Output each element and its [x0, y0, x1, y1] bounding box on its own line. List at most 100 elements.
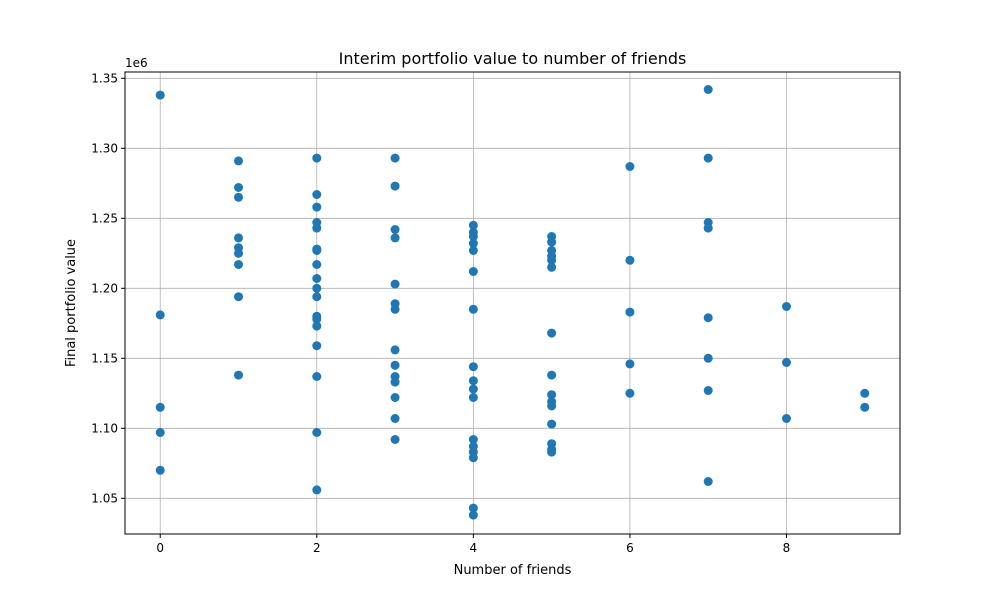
y-axis-label: Final portfolio value [64, 239, 79, 367]
data-point [703, 386, 713, 395]
data-point [625, 255, 635, 265]
y-tick-label: 1.05 [91, 491, 118, 505]
data-point [390, 233, 400, 243]
data-point [468, 503, 478, 513]
data-point [547, 390, 557, 400]
y-tick-label: 1.25 [91, 211, 118, 225]
chart-title: Interim portfolio value to number of fri… [339, 49, 687, 68]
data-point [547, 419, 557, 429]
x-tick-label: 0 [156, 541, 164, 555]
data-point [390, 435, 400, 444]
x-tick-label: 4 [470, 541, 478, 555]
data-point [468, 510, 478, 520]
data-point [234, 156, 244, 166]
data-point [390, 304, 400, 314]
data-point [468, 384, 478, 394]
y-tick-label: 1.15 [91, 351, 118, 365]
data-point [468, 376, 478, 386]
data-point [234, 192, 244, 202]
data-point [390, 153, 400, 163]
data-point [781, 414, 791, 423]
data-point [781, 358, 791, 367]
data-point [390, 181, 400, 191]
data-point [703, 223, 713, 233]
data-point [860, 402, 870, 412]
data-point [234, 233, 244, 243]
data-point [625, 388, 635, 398]
data-point [234, 183, 244, 192]
data-points [155, 85, 870, 520]
data-point [703, 153, 713, 163]
data-point [468, 453, 478, 463]
data-point [468, 239, 478, 248]
data-point [234, 248, 244, 258]
data-point [312, 202, 322, 212]
data-point [468, 362, 478, 372]
x-tick-label: 6 [626, 541, 634, 555]
data-point [312, 223, 322, 233]
data-point [390, 414, 400, 423]
data-point [312, 314, 322, 324]
data-point [312, 341, 322, 351]
data-point [468, 232, 478, 241]
data-point [312, 321, 322, 331]
y-tick-label: 1.35 [91, 71, 118, 85]
data-point [390, 377, 400, 387]
data-point [468, 304, 478, 314]
data-point [703, 477, 713, 486]
data-point [390, 360, 400, 370]
data-point [155, 90, 165, 100]
data-point [312, 153, 322, 163]
data-point [155, 465, 165, 475]
data-point [312, 274, 322, 283]
data-point [625, 359, 635, 369]
data-point [860, 388, 870, 398]
data-point [547, 262, 557, 272]
y-tick-label: 1.20 [91, 281, 118, 295]
data-point [390, 345, 400, 355]
data-point [547, 447, 557, 457]
data-point [155, 428, 165, 437]
data-point [547, 255, 557, 265]
data-point [703, 353, 713, 363]
data-point [625, 307, 635, 317]
data-point [781, 302, 791, 311]
data-point [390, 279, 400, 289]
y-tick-label: 1.30 [91, 141, 118, 155]
data-point [468, 435, 478, 444]
data-point [703, 313, 713, 323]
y-tick-label: 1.10 [91, 421, 118, 435]
data-point [155, 402, 165, 412]
data-point [155, 310, 165, 320]
data-point [547, 328, 557, 338]
data-point [312, 246, 322, 255]
data-point [547, 401, 557, 411]
data-point [703, 85, 713, 94]
data-point [625, 162, 635, 171]
x-tick-label: 2 [313, 541, 321, 555]
x-tick-label: 8 [783, 541, 791, 555]
data-point [234, 260, 244, 269]
data-point [547, 370, 557, 380]
data-point [312, 260, 322, 269]
data-point [312, 190, 322, 199]
data-point [312, 372, 322, 381]
y-scale-offset-label: 1e6 [125, 56, 148, 70]
axis-ticks: 0 2 4 6 8 1.05 1.10 1.15 1.20 1.25 1.30 1.35 [91, 71, 790, 555]
data-point [312, 292, 322, 302]
data-point [468, 267, 478, 276]
plot-frame [124, 71, 901, 535]
x-axis-label: Number of friends [454, 563, 572, 578]
data-point [468, 393, 478, 402]
data-point [468, 220, 478, 230]
data-point [234, 292, 244, 302]
data-point [390, 393, 400, 402]
data-point [312, 283, 322, 293]
data-point [547, 237, 557, 247]
data-point [312, 428, 322, 437]
data-point [234, 370, 244, 380]
data-point [468, 246, 478, 255]
data-point [312, 485, 322, 495]
data-point [390, 225, 400, 234]
